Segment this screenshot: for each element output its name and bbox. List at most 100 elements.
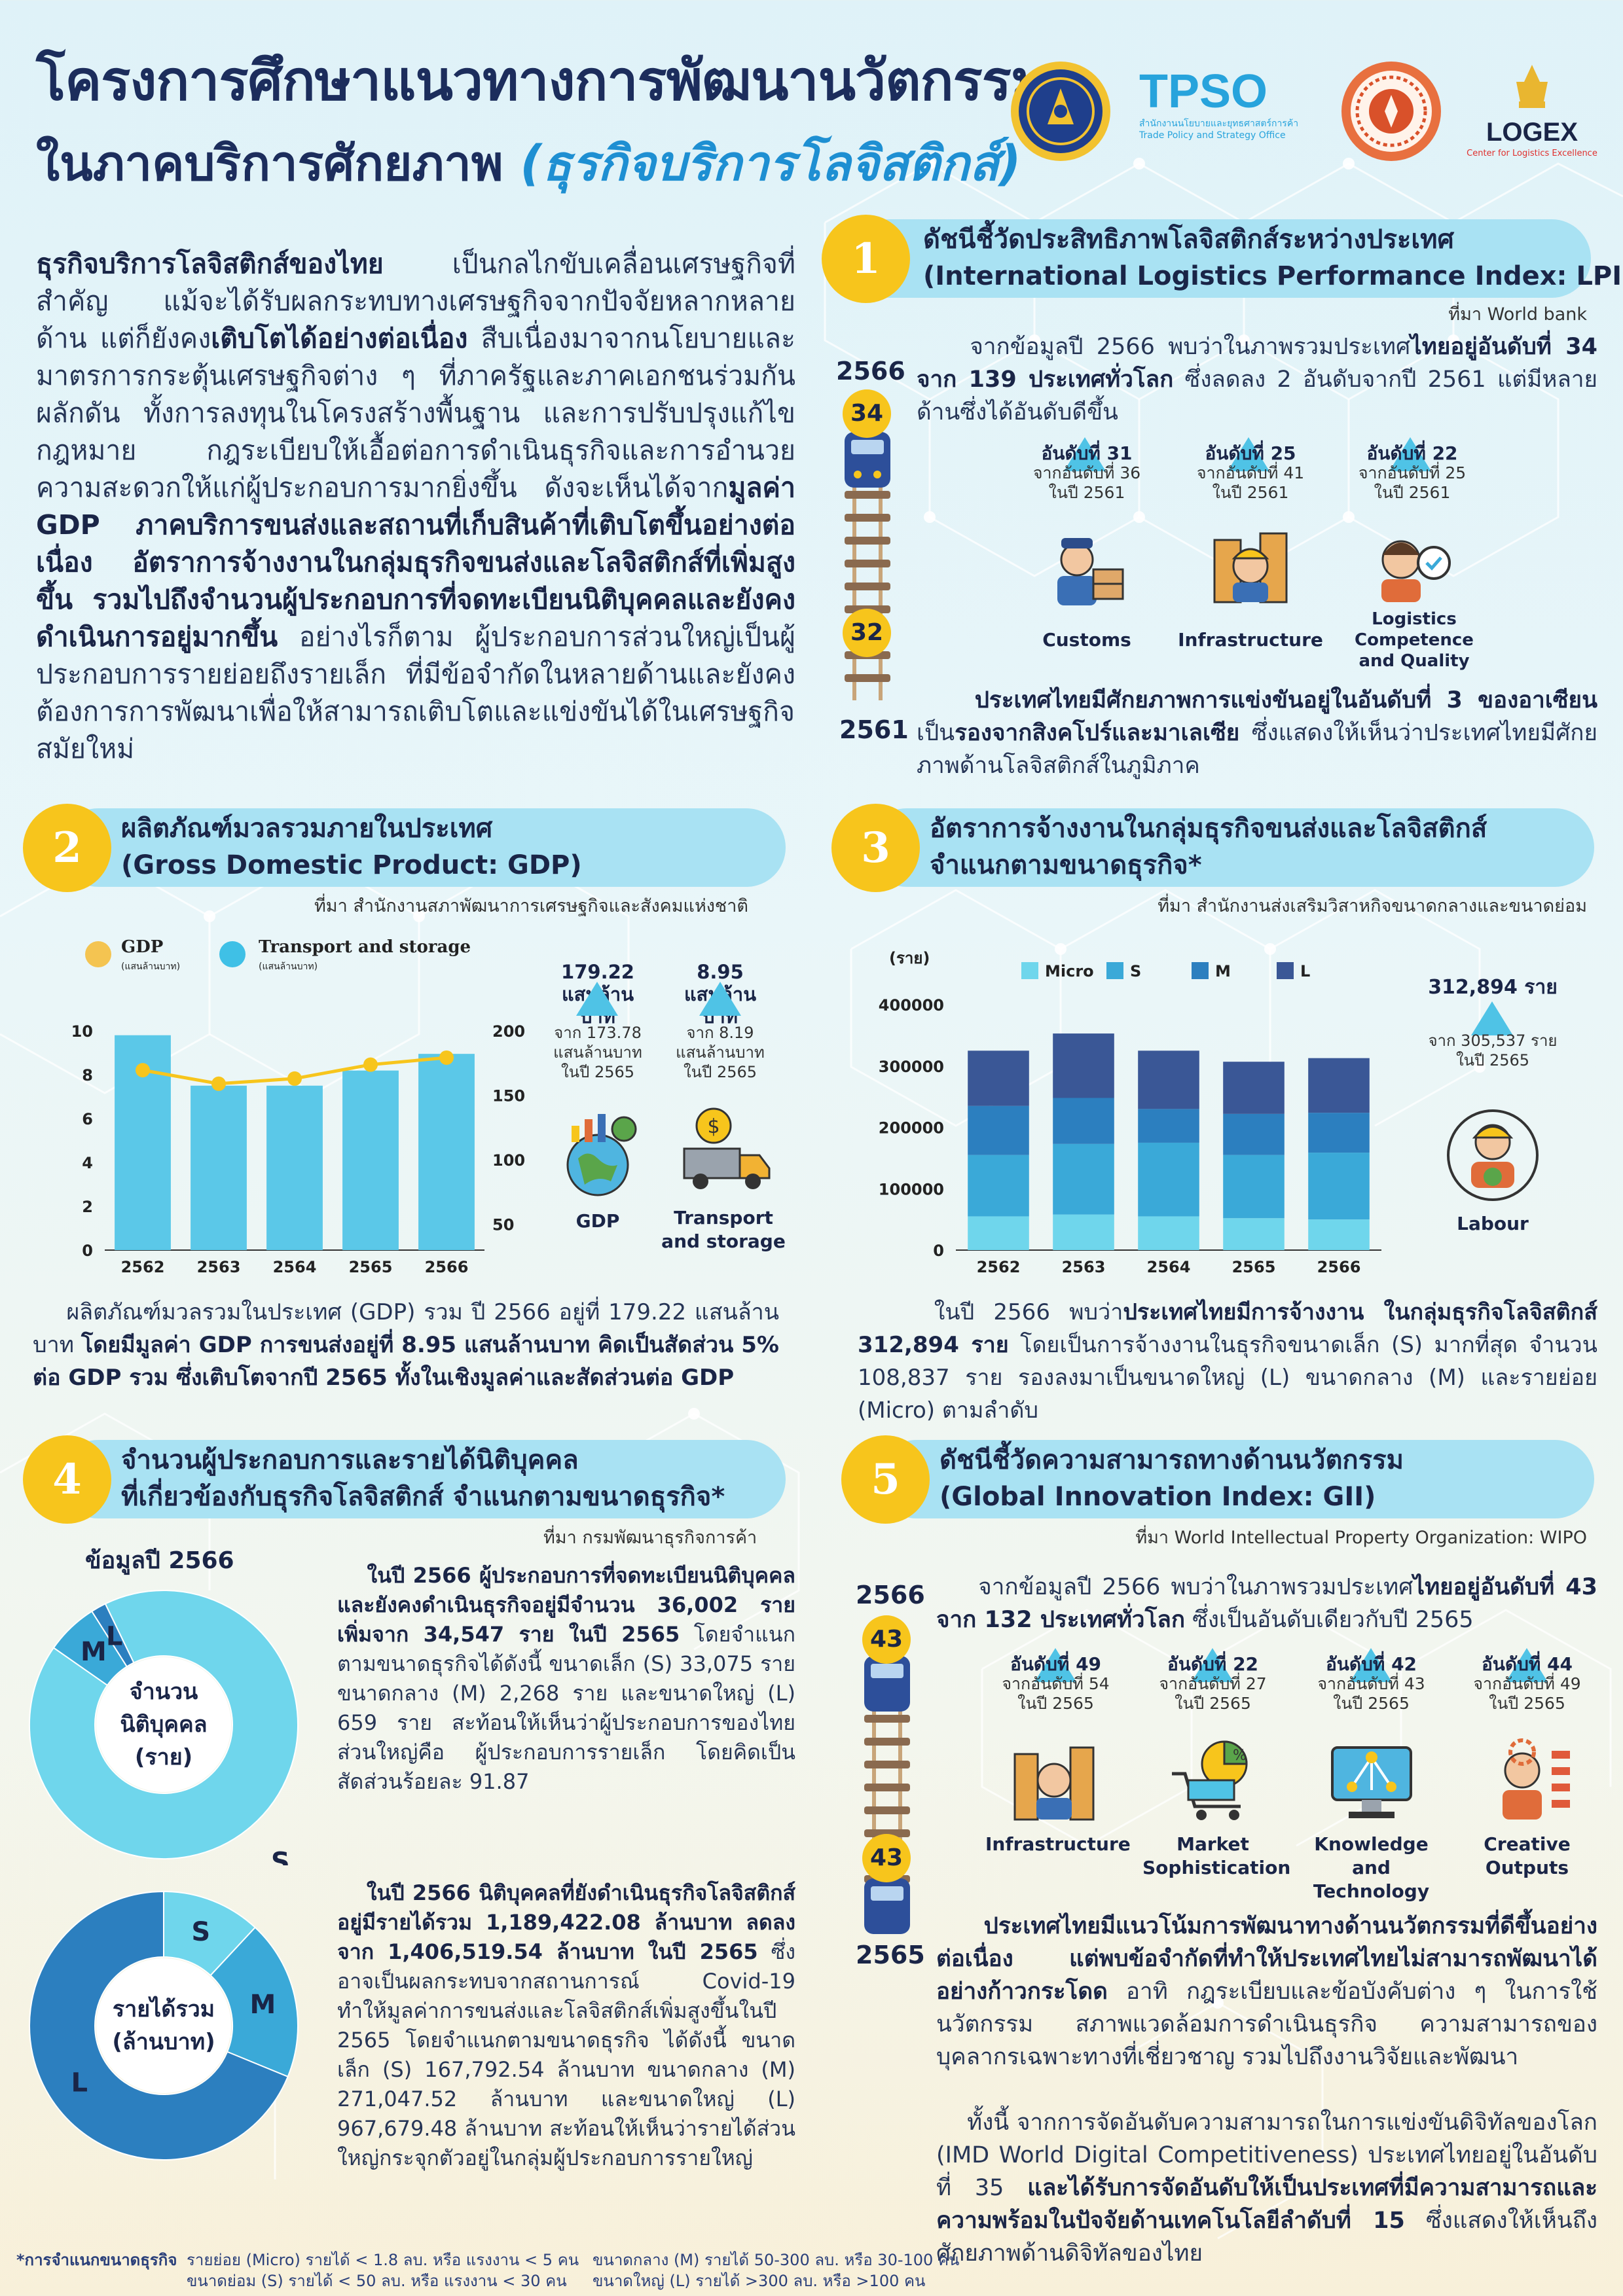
labour-stat-value: 312,894 ราย [1428,976,1558,999]
sec5-rank-3-value: อันดับที่ 42 [1325,1653,1417,1675]
sec1-year-bottom: 2561 [839,715,909,744]
sec4-header-bar [59,1440,786,1518]
sec5-rank-3: อันดับที่ 42 จากอันดับที่ 43 ในปี 2565 [1301,1655,1442,1713]
legend-gdp-label: GDP [121,937,164,957]
labour-bar-segment [1053,1143,1114,1215]
sec4-title-line2: ที่เกี่ยวข้องกับธุรกิจโลจิสติกส์ จำแนกตา… [121,1482,725,1512]
donut2-hole [96,1958,231,2093]
sec1-rank-2-label: Infrastructure [1178,629,1323,651]
sec1-title-line2: (International Logistics Performance Ind… [923,261,1623,291]
subtitle-highlight: (ธุรกิจบริการโลจิสติกส์) [520,135,1021,192]
gdp-line-point [211,1076,226,1091]
sec5-rank-2: อันดับที่ 22 จากอันดับที่ 27 ในปี 2565 [1142,1655,1283,1713]
sec1-title: ดัชนีชี้วัดประสิทธิภาพโลจิสติกส์ระหว่างป… [923,221,1623,295]
donut2-slice [29,1890,289,2161]
labour-bar-segment [1138,1216,1199,1250]
tpso-logo: TPSO สำนักงานนโยบายและยุทธศาสตร์การค้า T… [1139,65,1309,164]
subtitle-text: ในภาคบริการศักยภาพ [36,135,520,192]
legend-gdp-unit: (แสนล้านบาท) [121,961,181,972]
sec1-rank-2-from: จากอันดับที่ 41 [1196,463,1305,482]
labour-legend-swatch [1277,962,1294,979]
sec5-p1-text: จากข้อมูลปี 2566 พบว่าในภาพรวมประเทศ [978,1574,1413,1600]
intro-text-1: เป็นกลไกขับเคลื่อนเศรษฐกิจที่สำคัญ แม้จะ… [36,248,795,354]
sec4-data-year: ข้อมูลปี 2566 [85,1547,234,1574]
sec1-p2-bold: ประเทศไทยมีศักยภาพการแข่งขันอยู่ในอันดับ… [974,687,1597,713]
sec3-p-text-2: โดยเป็นการจ้างงานในธุรกิจขนาดเล็ก (S) มา… [858,1332,1597,1424]
customs-officer-icon [1057,538,1124,605]
sec5-title-line1: ดัชนีชี้วัดความสามารถทางด้านนวัตกรรม [939,1445,1404,1475]
sec4-number: 4 [23,1435,111,1524]
sec5-rank-1-value: อันดับที่ 49 [1010,1653,1102,1675]
labour-bar-segment [1053,1098,1114,1144]
sec3-p-bold: ประเทศไทยมีการจ้างงาน ในกลุ่มธุรกิจโลจิส… [858,1299,1597,1358]
sec1-p2-text-2: ซึ่งแสดงให้เห็นว่าประเทศไทยมีศักยภาพด้าน… [917,720,1597,779]
logex-logo-text: LOGEX [1486,118,1578,147]
ts-stat-label-1: Transport [674,1207,773,1229]
sec1-rank-2-year: ในปี 2561 [1212,483,1289,502]
donut2-center-1: รายได้รวม [112,1996,215,2022]
labour-y-tick-label: 100000 [879,1180,944,1198]
gdp-x-tick-label: 2566 [425,1258,469,1276]
sec1-header-bar [851,219,1591,298]
sec1-rank-bottom-badge: 32 [843,609,891,657]
gdp-chart: 0 2 4 6 8 10 50 100 150 200 2562 2563 2564 2565 2566 [71,1022,526,1276]
donut1-slice [29,1590,299,1859]
sec5-source: ที่มา World Intellectual Property Organi… [1135,1528,1587,1548]
knowledge-technology-icon [1331,1746,1412,1818]
sec5-p2-text: อาทิ กฎระเบียบและข้อบังคับต่าง ๆ ในการใช… [936,1979,1597,2070]
gdp-x-tick-label: 2564 [273,1258,317,1276]
labour-y-unit: (ราย) [889,949,930,967]
sec5-p3-bold: และได้รับการจัดอันดับให้เป็นประเทศที่มีค… [936,2175,1597,2234]
sec5-rank-1-arrow [1034,1648,1076,1682]
creative-outputs-icon [1503,1738,1570,1820]
tpso-logo-text: TPSO [1139,65,1268,118]
sec5-rank-2-from: จากอันดับที่ 27 [1159,1674,1267,1693]
gdp-x-tick-label: 2565 [349,1258,393,1276]
intro-bold-3: มูลค่า GDP ภาคบริการขนส่งและสถานที่เก็บส… [36,472,795,653]
logex-logo-sub: Center for Logistics Excellence [1467,149,1597,158]
sec4-p1-text: โดยจำแนกตามขนาดธุรกิจได้ดังนี้ ขนาดเล็ก … [337,1622,796,1794]
sec3-header-bar [867,808,1594,887]
labour-bar-segment [1223,1155,1285,1219]
sec3-p-text: ในปี 2566 พบว่า [934,1299,1123,1325]
labour-bar-segment [968,1105,1029,1155]
donut1-center-label: จำนวน นิติบุคคล (ราย) [98,1676,229,1774]
sec1-rank-2-arrow [1228,437,1269,471]
sec5-rank-3-from: จากอันดับที่ 43 [1317,1674,1425,1693]
gdp-line-point [439,1050,454,1065]
footnote-micro: รายย่อย (Micro) รายได้ < 1.8 ลบ. หรือ แร… [187,2251,579,2269]
labour-stat-arrow [1471,1001,1513,1035]
sec4-p2-bold: ในปี 2566 นิติบุคคลที่ยังดำเนินธุรกิจโลจ… [337,1880,796,1964]
sec2-number: 2 [23,804,111,892]
sec1-rank-3-label: Logistics Competence and Quality [1355,609,1474,671]
svg-text:$: $ [707,1115,720,1138]
gdp-y-tick-label: 2 [82,1198,93,1216]
sec1-title-line1: ดัชนีชี้วัดประสิทธิภาพโลจิสติกส์ระหว่างป… [923,224,1454,255]
sec1-rank-1-from: จากอันดับที่ 36 [1032,463,1141,482]
sec2-p-bold: โดยมีมูลค่า GDP การขนส่งอยู่ที่ 8.95 แสน… [33,1332,779,1391]
sec5-rank-4-arrow [1506,1648,1548,1682]
labour-x-tick-label: 2566 [1317,1258,1361,1276]
labour-stat-label: Labour [1457,1213,1529,1234]
labour-bar-segment [1223,1113,1285,1155]
sec5-p1-text-2: ซึ่งเป็นอันดับเดียวกับปี 2565 [1185,1607,1474,1633]
labour-bar-segment [1138,1050,1199,1109]
gdp-stat-label: GDP [575,1210,620,1232]
labour-y-tick-label: 200000 [879,1119,944,1138]
sec1-rank-3-arrow [1389,437,1431,471]
labour-x-tick-label: 2565 [1232,1258,1276,1276]
sec2-paragraph: ผลิตภัณฑ์มวลรวมในประเทศ (GDP) รวม ปี 256… [33,1296,779,1394]
sec1-rank-3-from: จากอันดับที่ 25 [1358,463,1467,482]
gdp-line-point [287,1071,302,1086]
donut1-center-3: (ราย) [134,1744,193,1770]
labour-legend-swatch [1106,962,1123,979]
sec5-p3-text: ทั้งนี้ จากการจัดอันดับความสามารถในการแข… [936,2109,1597,2201]
sec5-p1-bold: ไทยอยู่อันดับที่ 43 จาก 132 ประเทศทั่วโล… [936,1574,1597,1633]
gdp-y2-tick-label: 200 [492,1022,525,1041]
intro-bold-1: ธุรกิจบริการโลจิสติกส์ของไทย [36,248,384,279]
sec5-rank-2-label: Market Sophistication [1142,1833,1291,1878]
sec1-rank-1: อันดับที่ 31 จากอันดับที่ 36 ในปี 2561 [1015,444,1159,503]
sec3-source: ที่มา สำนักงานส่งเสริมวิสาหกิจขนาดกลางแล… [1158,896,1587,916]
train-track-icon-2 [864,1656,910,1934]
labour-y-tick-label: 0 [933,1242,944,1260]
